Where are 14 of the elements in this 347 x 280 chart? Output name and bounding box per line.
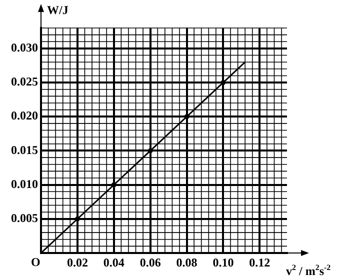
y-tick-label: 0.015 — [11, 142, 38, 157]
x-tick-label: 0.06 — [140, 255, 161, 270]
x-tick-label: 0.04 — [103, 255, 124, 270]
x-tick-label: 0.10 — [212, 255, 234, 270]
x-tick-label: 0.08 — [176, 255, 198, 270]
text: O — [31, 255, 40, 269]
x-tick-label: 0.12 — [249, 255, 270, 270]
y-tick-label: 0.005 — [11, 211, 38, 226]
x-tick-label: 0.02 — [66, 255, 88, 270]
y-tick-label: 0.020 — [11, 108, 38, 123]
y-tick-label: 0.025 — [11, 74, 38, 89]
y-tick-label: 0.030 — [11, 40, 38, 55]
y-axis-title: W/J — [47, 3, 68, 17]
y-tick-label: 0.010 — [11, 176, 38, 191]
